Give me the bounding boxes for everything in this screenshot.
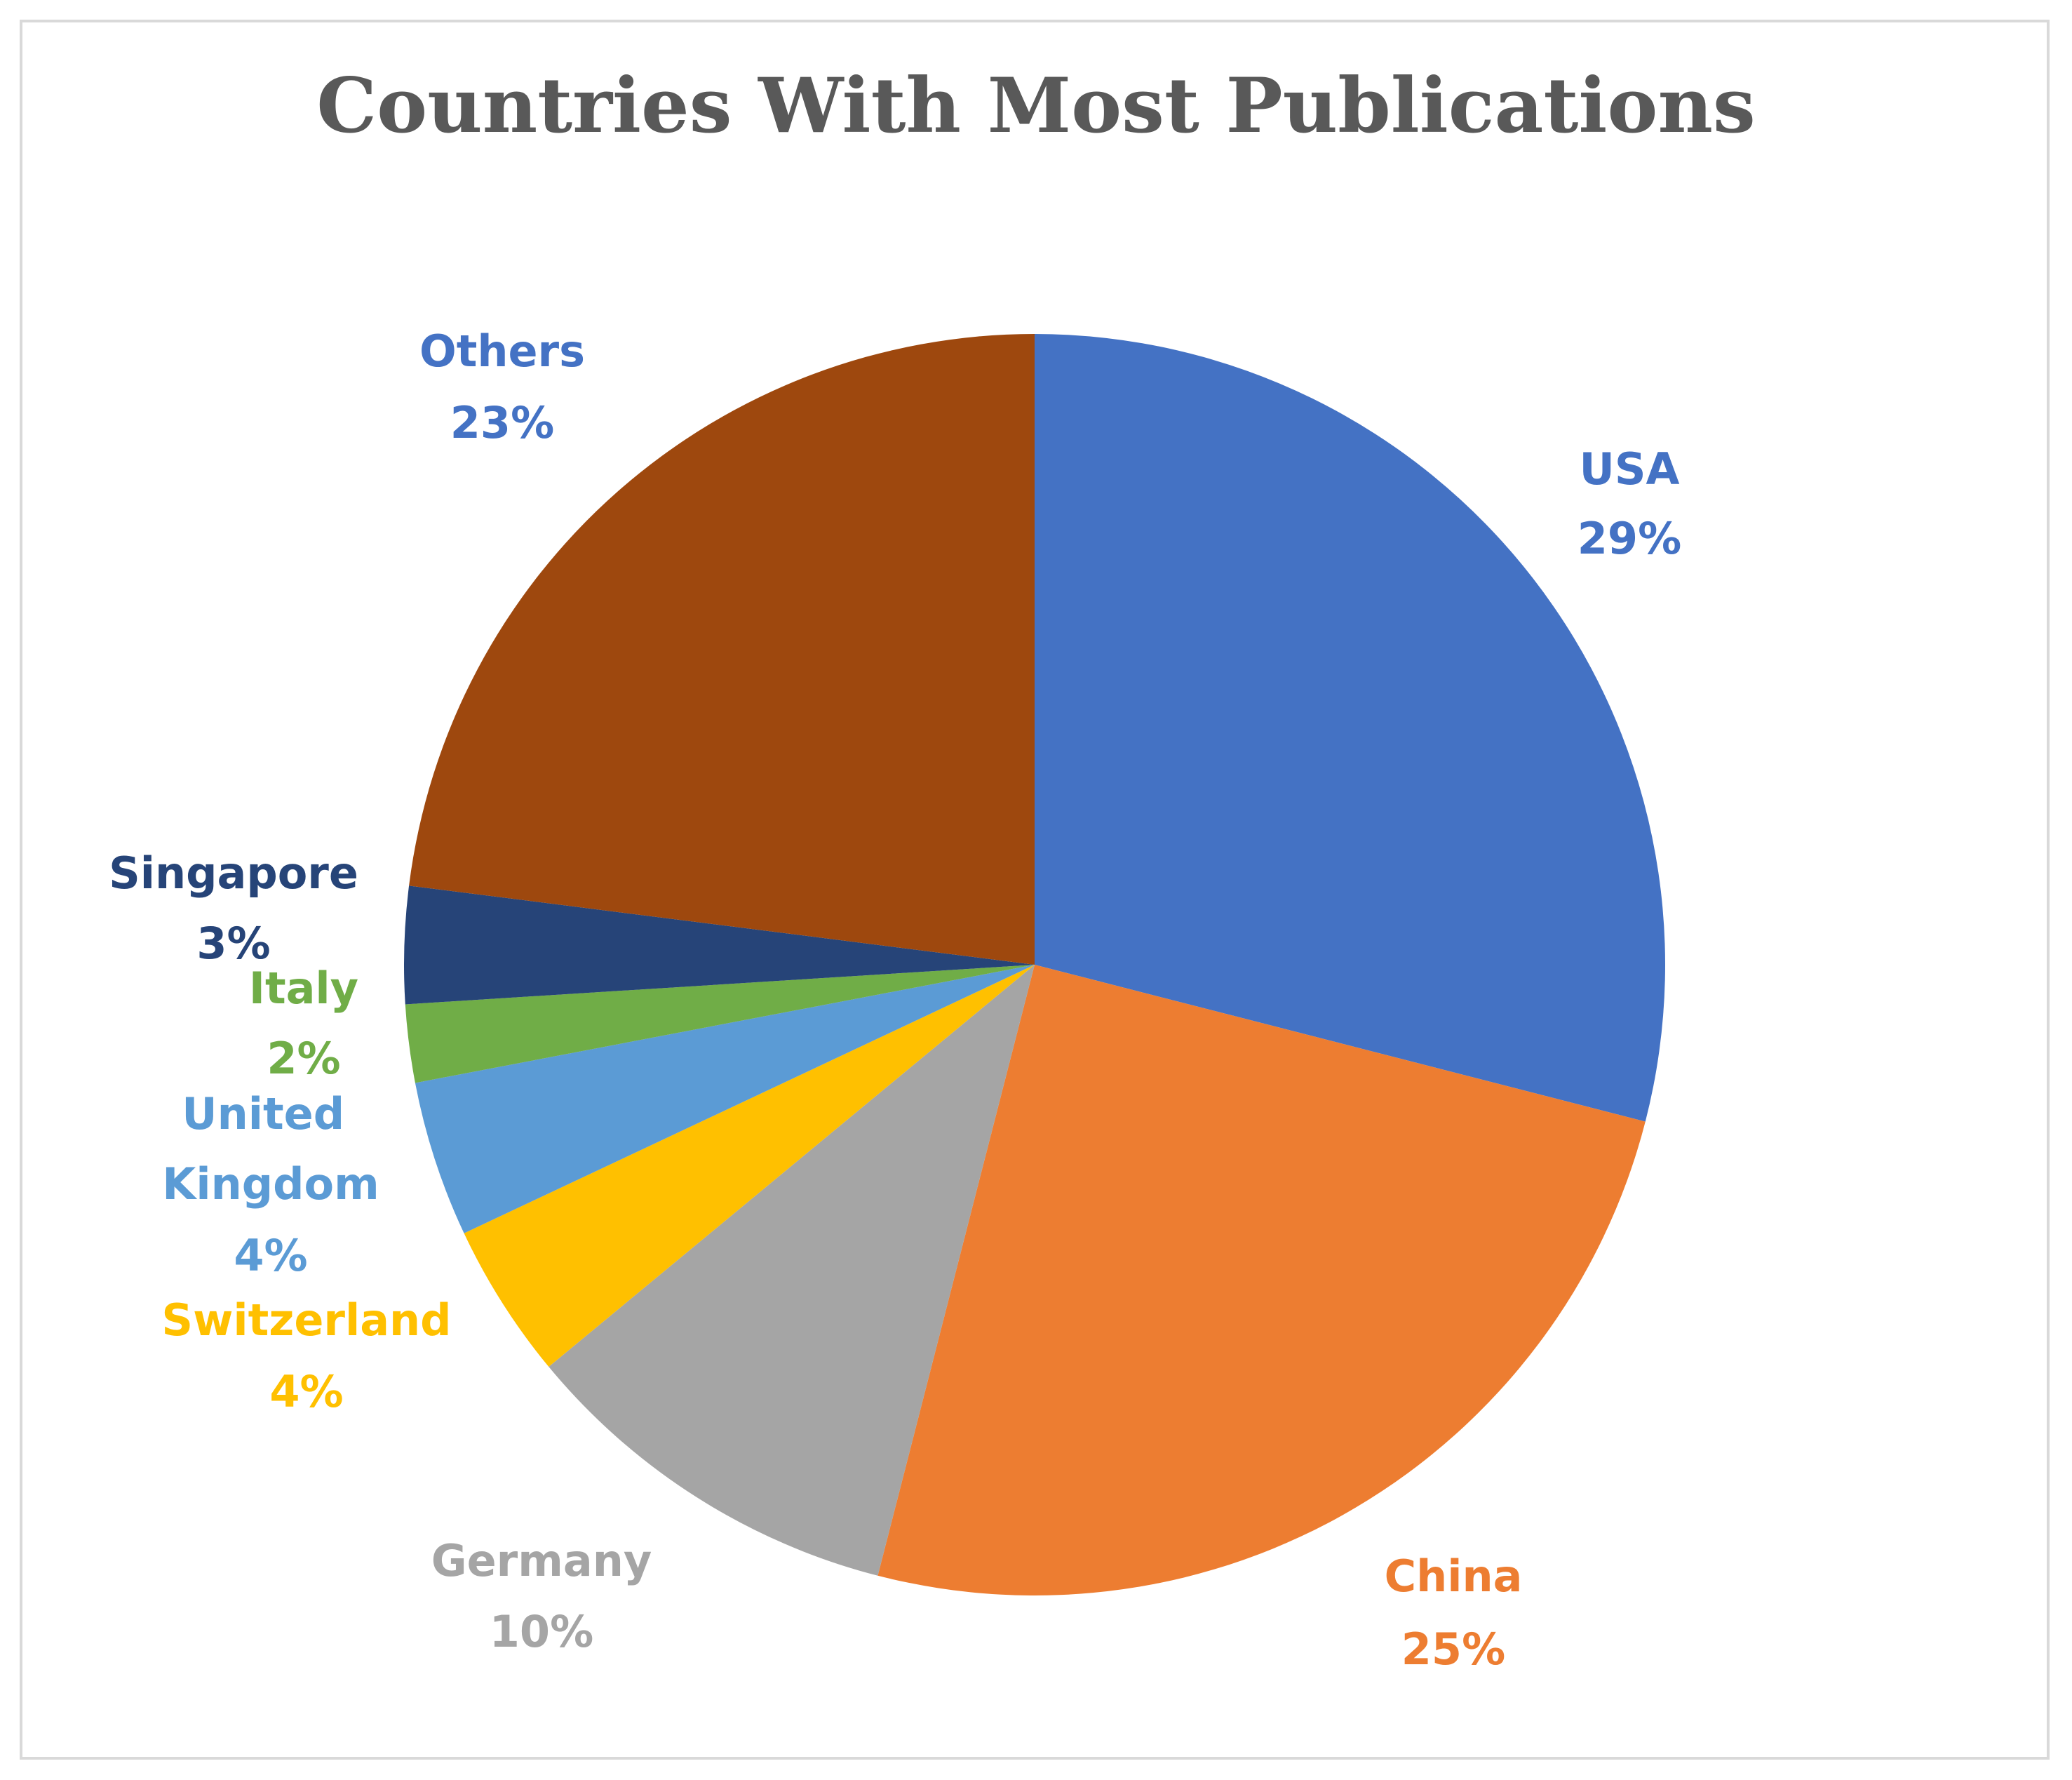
slice-label: Italy [249,963,358,1014]
slice-label: USA [1580,443,1680,495]
slice-label: China [1385,1551,1523,1602]
value-label: 23% [450,397,554,448]
value-label: 25% [1401,1624,1505,1675]
value-label: 29% [1577,513,1681,564]
slice-label: Singapore [109,848,358,899]
pie-slice [549,965,1035,1576]
slice-label: Switzerland [161,1294,451,1346]
pie-slice [409,334,1035,965]
pie-slice [464,965,1035,1367]
value-label: 3% [196,918,270,969]
pie-slice [405,965,1035,1083]
slice-label: United Kingdom [162,1088,379,1210]
value-label: 10% [490,1606,593,1657]
pie-slice [1035,334,1666,1122]
chart-title: Countries With Most Publications [316,62,1756,150]
slice-label: Others [419,326,585,377]
value-label: 2% [267,1033,340,1084]
pie-slice [877,965,1646,1595]
slice-label: Germany [431,1535,652,1586]
value-label: 4% [269,1366,343,1417]
pie-slice [404,885,1035,1005]
value-label: 4% [234,1230,307,1281]
pie-slice [415,965,1035,1233]
